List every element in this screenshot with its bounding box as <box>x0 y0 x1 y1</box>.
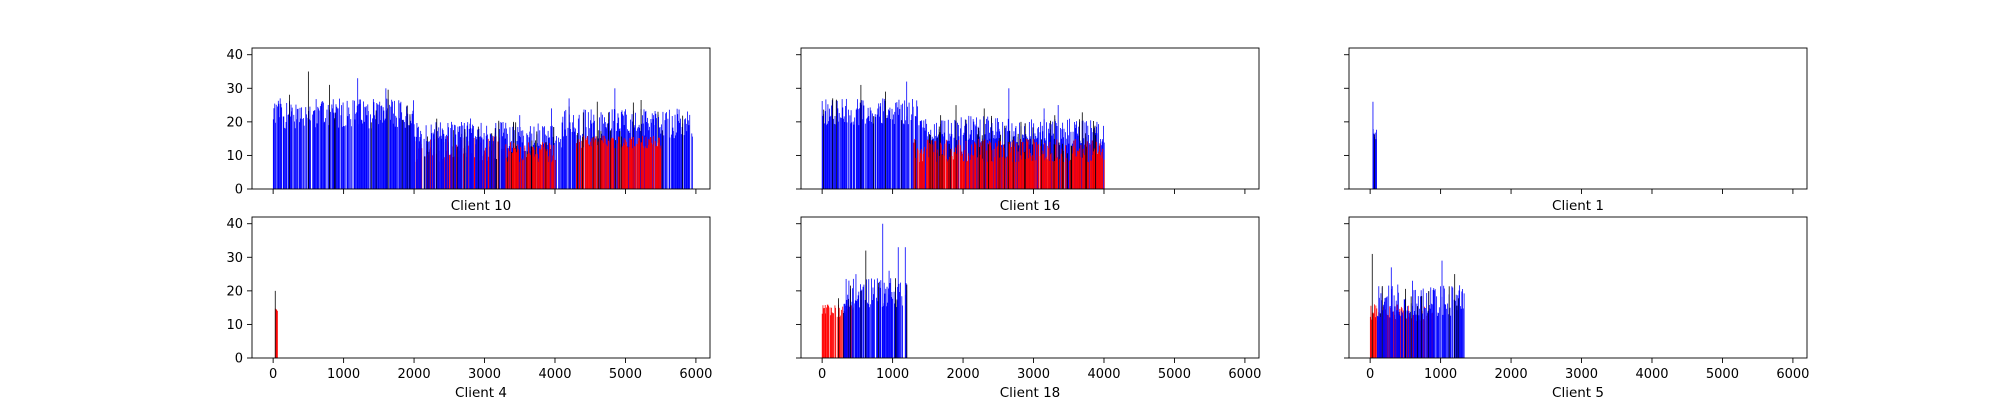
axes-frame <box>800 47 1260 190</box>
x-tick-label: 1000 <box>327 367 360 382</box>
bars <box>272 71 693 189</box>
x-tick-label: 2000 <box>1495 367 1528 382</box>
axes-frame <box>1348 216 1808 359</box>
axes-frame <box>1348 47 1808 190</box>
subplot-6: 0 1000 2000 3000 4000 5000 6000 Client 5 <box>1344 216 1809 400</box>
axes-frame <box>251 47 711 190</box>
bars <box>1369 253 1465 358</box>
x-tick-label: 5000 <box>1158 367 1191 382</box>
y-tick-label: 30 <box>226 251 243 266</box>
bars <box>821 223 908 358</box>
y-tick-label: 20 <box>226 115 243 130</box>
x-tick-label: 6000 <box>679 367 712 382</box>
subplot-3: Client 1 <box>1344 47 1808 214</box>
y-tick-label: 20 <box>226 284 243 299</box>
x-tick-label: 3000 <box>1565 367 1598 382</box>
x-tick-label: 0 <box>818 367 826 382</box>
x-axis-label: Client 4 <box>455 385 507 400</box>
x-tick-label: 5000 <box>1706 367 1739 382</box>
subplot-1: 0 10 20 30 40 Client 10 <box>226 47 711 214</box>
x-tick-label: 2000 <box>398 367 431 382</box>
x-axis-label: Client 5 <box>1552 385 1604 400</box>
y-tick-label: 0 <box>235 352 243 367</box>
x-tick-label: 4000 <box>1635 367 1668 382</box>
y-tick-label: 10 <box>226 318 243 333</box>
subplot-5: 0 1000 2000 3000 4000 5000 6000 Client 18 <box>796 216 1261 400</box>
x-axis-label: Client 1 <box>1552 198 1604 214</box>
x-tick-label: 2000 <box>947 367 980 382</box>
x-tick-label: 0 <box>269 367 277 382</box>
y-tick-label: 0 <box>235 183 243 198</box>
bars <box>274 290 278 358</box>
x-axis-label: Client 18 <box>1000 385 1061 400</box>
y-tick-label: 40 <box>226 217 243 232</box>
x-tick-label: 4000 <box>1087 367 1120 382</box>
axes-frame <box>251 216 711 359</box>
x-tick-label: 5000 <box>609 367 642 382</box>
x-tick-label: 4000 <box>538 367 571 382</box>
bars <box>1372 101 1377 189</box>
bars <box>821 81 1105 189</box>
x-tick-label: 6000 <box>1776 367 1809 382</box>
y-tick-label: 30 <box>226 82 243 97</box>
x-axis-label: Client 10 <box>451 198 512 214</box>
x-tick-label: 1000 <box>876 367 909 382</box>
x-tick-label: 1000 <box>1424 367 1457 382</box>
y-tick-label: 10 <box>226 149 243 164</box>
x-tick-label: 0 <box>1366 367 1374 382</box>
axes-frame <box>800 216 1260 359</box>
subplot-4: 0 1000 2000 3000 4000 5000 6000 0 10 20 30 40 Client… <box>226 216 712 400</box>
x-tick-label: 3000 <box>468 367 501 382</box>
subplot-2: Client 16 <box>796 47 1260 214</box>
x-axis-label: Client 16 <box>1000 198 1061 214</box>
x-tick-label: 6000 <box>1228 367 1261 382</box>
x-tick-label: 3000 <box>1017 367 1050 382</box>
y-tick-label: 40 <box>226 48 243 63</box>
